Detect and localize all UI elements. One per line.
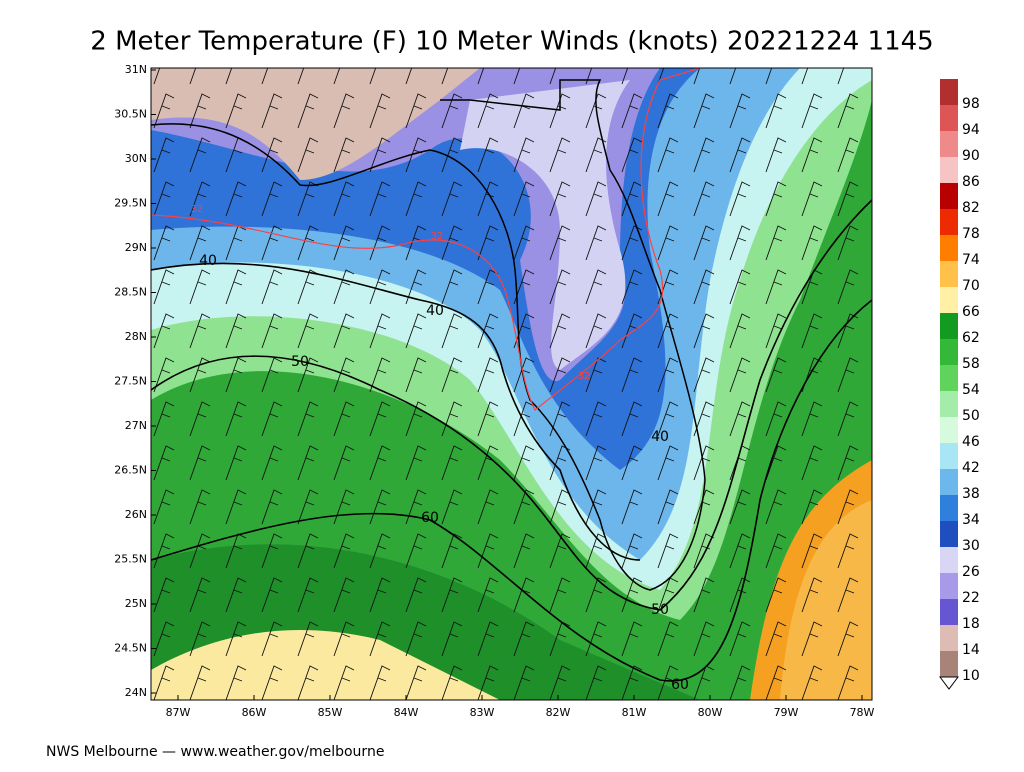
lon-label: 81W: [622, 706, 647, 719]
wind-barbs: [151, 68, 872, 700]
colorbar-swatch: [940, 209, 958, 235]
colorbar-label: 78: [962, 226, 980, 242]
lon-label: 78W: [850, 706, 875, 719]
colorbar-label: 74: [962, 252, 980, 268]
lon-label: 85W: [318, 706, 343, 719]
lat-label: 30N: [125, 152, 147, 165]
colorbar-label: 34: [962, 512, 980, 528]
colorbar-swatch: [940, 573, 958, 599]
colorbar-label: 98: [962, 96, 980, 112]
lon-label: 86W: [242, 706, 267, 719]
colorbar-label: 46: [962, 434, 980, 450]
colorbar-label: 26: [962, 564, 980, 580]
colorbar-label: 14: [962, 642, 980, 658]
lat-label: 27N: [125, 419, 147, 432]
lon-label: 87W: [166, 706, 191, 719]
lat-label: 28N: [125, 330, 147, 343]
title: 2 Meter Temperature (F) 10 Meter Winds (…: [90, 27, 933, 57]
lat-label: 29.5N: [114, 197, 147, 210]
lon-label: 79W: [774, 706, 799, 719]
colorbar-swatch: [940, 261, 958, 287]
colorbar-label: 30: [962, 538, 980, 554]
colorbar-arrow: [939, 676, 959, 690]
contour-label: 40: [199, 253, 217, 269]
colorbar-label: 90: [962, 148, 980, 164]
lat-label: 30.5N: [114, 108, 147, 121]
colorbar-label: 94: [962, 122, 980, 138]
contour: [151, 199, 872, 611]
colorbar-label: 38: [962, 486, 980, 502]
lon-label: 84W: [394, 706, 419, 719]
contour-label: 60: [421, 510, 439, 526]
colorbar-label: 66: [962, 304, 980, 320]
contour-label: 50: [291, 354, 309, 370]
lat-label: 26.5N: [114, 464, 147, 477]
colorbar-swatch: [940, 547, 958, 573]
map: [151, 68, 872, 700]
colorbar-label: 62: [962, 330, 980, 346]
colorbar-swatch: [940, 313, 958, 339]
colorbar-swatch: [940, 131, 958, 157]
colorbar-swatch: [940, 625, 958, 651]
colorbar-label: 70: [962, 278, 980, 294]
contour-label: 40: [426, 303, 444, 319]
contour-label: 40: [651, 429, 669, 445]
colorbar-swatch: [940, 235, 958, 261]
lat-label: 24.5N: [114, 642, 147, 655]
colorbar-label: 50: [962, 408, 980, 424]
lat-label: 24N: [125, 686, 147, 699]
colorbar-swatch: [940, 651, 958, 677]
colorbar-swatch: [940, 339, 958, 365]
lat-label: 25.5N: [114, 553, 147, 566]
contour: [151, 262, 641, 561]
contour: [151, 299, 872, 682]
colorbar-swatch: [940, 391, 958, 417]
colorbar-swatch: [940, 417, 958, 443]
contour-label: 32: [578, 371, 591, 382]
colorbar-label: 82: [962, 200, 980, 216]
lon-label: 82W: [546, 706, 571, 719]
contour-label: 32: [191, 204, 204, 215]
colorbar-swatch: [940, 443, 958, 469]
lat-label: 28.5N: [114, 286, 147, 299]
colorbar-swatch: [940, 495, 958, 521]
colorbar-label: 42: [962, 460, 980, 476]
map-frame: [150, 67, 873, 701]
colorbar-swatch: [940, 287, 958, 313]
lat-label: 25N: [125, 597, 147, 610]
colorbar-label: 58: [962, 356, 980, 372]
coastline: [151, 79, 706, 591]
colorbar-label: 54: [962, 382, 980, 398]
lat-label: 31N: [125, 63, 147, 76]
colorbar-swatch: [940, 79, 958, 105]
colorbar-swatch: [940, 365, 958, 391]
colorbar-swatch: [940, 521, 958, 547]
colorbar-label: 18: [962, 616, 980, 632]
footer: NWS Melbourne — www.weather.gov/melbourn…: [46, 744, 384, 760]
colorbar-label: 86: [962, 174, 980, 190]
colorbar-swatch: [940, 599, 958, 625]
lon-label: 80W: [698, 706, 723, 719]
colorbar-label: 22: [962, 590, 980, 606]
colorbar-swatch: [940, 183, 958, 209]
colorbar-swatch: [940, 105, 958, 131]
contour-label: 32: [431, 231, 444, 242]
contour-label: 60: [671, 677, 689, 693]
lon-label: 83W: [470, 706, 495, 719]
lat-label: 27.5N: [114, 375, 147, 388]
colorbar-label: 10: [962, 668, 980, 684]
lat-label: 26N: [125, 508, 147, 521]
freezing-contour: [151, 68, 701, 411]
colorbar-swatch: [940, 157, 958, 183]
colorbar-swatch: [940, 469, 958, 495]
lat-label: 29N: [125, 241, 147, 254]
contour-label: 50: [651, 602, 669, 618]
